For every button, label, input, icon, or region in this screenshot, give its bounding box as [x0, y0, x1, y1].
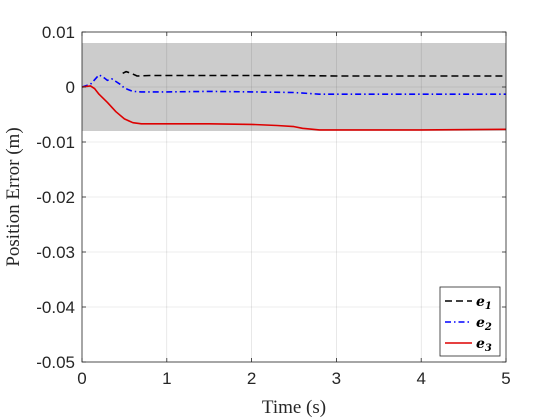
y-axis-label: Position Error (m)	[3, 127, 24, 266]
y-tick-label: -0.05	[36, 353, 75, 372]
x-tick-label: 0	[77, 369, 86, 388]
series-line-e3	[81, 85, 507, 131]
y-tick-label: -0.02	[36, 188, 75, 207]
x-tick-label: 1	[162, 369, 171, 388]
y-tick-label: -0.03	[36, 243, 75, 262]
legend-label: e1	[476, 294, 492, 312]
x-axis-label: Time (s)	[262, 397, 326, 418]
tolerance-band	[82, 43, 506, 131]
x-tick-label: 4	[416, 369, 425, 388]
series-line-e2	[81, 74, 506, 95]
legend-label: e2	[476, 315, 492, 333]
legend-label: e3	[476, 336, 492, 354]
x-tick-label: 2	[247, 369, 256, 388]
y-tick-label: 0	[66, 78, 75, 97]
x-tick-label: 3	[332, 369, 341, 388]
axis-ticks: 0 1 2 3 4 5 0.01 0 -0.01 -0.02 -0.03 -0.04 -0.05	[36, 23, 510, 388]
x-tick-label: 5	[501, 369, 510, 388]
series-line-e1	[122, 70, 506, 77]
y-tick-label: 0.01	[42, 23, 75, 42]
legend: e1 e2 e3	[439, 286, 501, 357]
y-tick-label: -0.04	[36, 298, 75, 317]
series-layer	[81, 70, 507, 131]
y-tick-label: -0.01	[36, 133, 75, 152]
